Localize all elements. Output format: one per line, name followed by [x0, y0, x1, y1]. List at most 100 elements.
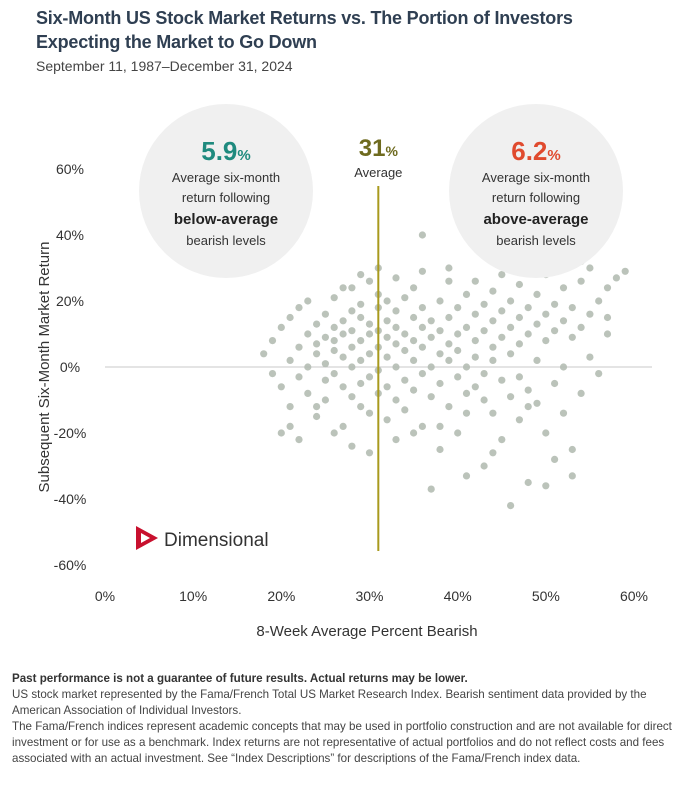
scatter-point — [418, 370, 426, 378]
scatter-point — [445, 356, 453, 364]
footnotes: Past performance is not a guarantee of f… — [12, 671, 672, 767]
scatter-point — [392, 363, 400, 371]
y-axis-label: Subsequent Six-Month Market Return — [36, 242, 53, 493]
scatter-point — [383, 353, 391, 361]
scatter-point — [339, 317, 347, 325]
scatter-point — [471, 383, 479, 391]
scatter-point — [339, 330, 347, 338]
scatter-point — [436, 445, 444, 454]
scatter-point — [445, 403, 453, 411]
scatter-point — [330, 429, 338, 437]
scatter-point — [471, 353, 479, 361]
scatter-point — [559, 284, 568, 292]
callout-above-line3: above-average — [483, 211, 588, 228]
scatter-point — [551, 379, 559, 388]
scatter-point — [401, 376, 409, 384]
scatter-point — [427, 363, 435, 371]
scatter-point — [365, 350, 374, 358]
scatter-point — [392, 340, 400, 348]
scatter-point — [365, 373, 374, 381]
scatter-point — [480, 396, 488, 404]
scatter-point — [595, 370, 603, 378]
scatter-point — [410, 429, 418, 437]
scatter-point — [436, 350, 444, 358]
chart-title: Six-Month US Stock Market Returns vs. Th… — [36, 6, 656, 54]
scatter-point — [542, 310, 550, 318]
scatter-point — [603, 284, 612, 292]
scatter-point — [427, 333, 435, 341]
scatter-point — [418, 231, 426, 239]
scatter-point — [365, 320, 374, 328]
scatter-point — [603, 313, 612, 322]
scatter-point — [542, 337, 550, 345]
title-line-2: Expecting the Market to Go Down — [36, 32, 317, 52]
scatter-point — [313, 403, 321, 411]
scatter-point — [277, 383, 285, 391]
scatter-point — [559, 317, 568, 325]
scatter-point — [524, 403, 532, 411]
scatter-point — [365, 409, 374, 417]
scatter-point — [277, 429, 285, 437]
callout-bubble-below — [139, 104, 313, 278]
scatter-point — [286, 313, 294, 322]
scatter-point — [427, 317, 435, 325]
scatter-point — [507, 297, 515, 305]
scatter-point — [357, 300, 365, 308]
scatter-point — [392, 396, 400, 404]
scatter-point — [392, 323, 400, 331]
scatter-point — [507, 323, 515, 331]
y-tick-label: -60% — [54, 557, 87, 573]
x-tick-label: 0% — [95, 588, 115, 604]
scatter-point — [621, 267, 629, 275]
scatter-point — [286, 356, 294, 364]
scatter-point — [489, 356, 497, 364]
scatter-point — [515, 313, 524, 322]
scatter-point — [313, 412, 321, 421]
scatter-point — [507, 502, 515, 510]
scatter-point — [427, 393, 435, 401]
scatter-point — [321, 396, 329, 404]
scatter-point — [471, 337, 479, 345]
scatter-point — [568, 304, 576, 312]
scatter-point — [330, 370, 338, 378]
scatter-point — [401, 346, 409, 355]
scatter-point — [418, 422, 426, 430]
average-value-suffix: % — [385, 143, 398, 159]
scatter-point — [489, 343, 497, 351]
scatter-chart: 5.9% Average six-month return following … — [36, 104, 652, 640]
scatter-point — [586, 353, 594, 361]
scatter-point — [348, 363, 356, 371]
callout-below-number: 5.9 — [201, 136, 237, 166]
scatter-point — [586, 310, 594, 318]
footnote-disclaimer: Past performance is not a guarantee of f… — [12, 672, 468, 685]
scatter-point — [507, 350, 515, 358]
x-tick-label: 50% — [532, 588, 560, 604]
x-tick-label: 40% — [444, 588, 472, 604]
scatter-point — [577, 323, 585, 331]
scatter-point — [313, 340, 321, 348]
y-tick-label: 40% — [56, 227, 84, 243]
scatter-point — [418, 304, 426, 312]
x-axis-ticks: 0% 10% 20% 30% 40% 50% 60% — [95, 588, 648, 604]
scatter-point — [436, 297, 444, 305]
scatter-point — [524, 330, 532, 338]
scatter-point — [559, 363, 568, 371]
scatter-point — [603, 330, 612, 338]
scatter-point — [365, 330, 374, 338]
scatter-point — [515, 280, 524, 289]
average-value-number: 31 — [359, 135, 386, 162]
y-tick-label: 0% — [60, 359, 80, 375]
scatter-point — [313, 320, 321, 328]
scatter-points — [260, 224, 629, 510]
scatter-point — [330, 294, 338, 302]
x-tick-label: 30% — [355, 588, 383, 604]
scatter-point — [304, 330, 312, 338]
scatter-point — [577, 277, 585, 285]
scatter-point — [401, 294, 409, 302]
footnote-data-source: US stock market represented by the Fama/… — [12, 688, 647, 717]
scatter-point — [542, 482, 550, 490]
scatter-point — [454, 373, 462, 381]
callout-below-line1: Average six-month — [172, 170, 280, 185]
scatter-point — [339, 353, 347, 361]
scatter-point — [533, 290, 541, 298]
